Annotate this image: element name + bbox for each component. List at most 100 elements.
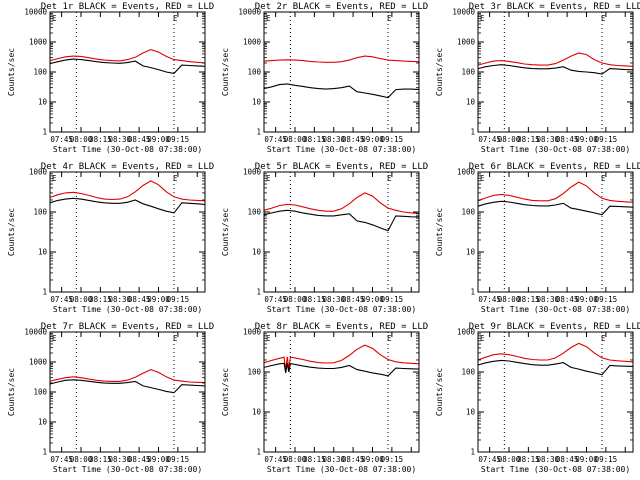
- y-tick-label: 10: [466, 248, 476, 257]
- x-tick-label: 08:15: [89, 295, 112, 304]
- panel-title: Det 1r BLACK = Events, RED = LLD: [41, 2, 214, 12]
- y-tick-label: 1000: [457, 168, 476, 177]
- y-axis-label: Counts/sec: [7, 48, 16, 96]
- corner-mark-left: E: [266, 334, 271, 343]
- plot-frame: [49, 331, 206, 453]
- y-tick-label: 10: [38, 248, 48, 257]
- x-tick-label: 09:00: [147, 295, 170, 304]
- panel-title: Det 4r BLACK = Events, RED = LLD: [41, 162, 214, 172]
- series-line-lld-red: [49, 180, 206, 202]
- y-axis-label: Counts/sec: [221, 48, 230, 96]
- detector-panel-6: Det 6r BLACK = Events, RED = LLD 1 10 100 10…: [435, 162, 640, 314]
- corner-mark-right: E: [173, 174, 178, 183]
- x-tick-label: 09:00: [361, 455, 384, 464]
- x-axis-label: Start Time (30-Oct-08 07:38:00): [53, 305, 202, 314]
- x-tick-label: 07:45: [264, 455, 287, 464]
- x-axis-label: Start Time (30-Oct-08 07:38:00): [481, 465, 630, 474]
- x-tick-label: 08:45: [128, 295, 151, 304]
- x-tick-label: 08:00: [498, 135, 521, 144]
- y-tick-label: 1000: [243, 168, 262, 177]
- series-line-events-black: [477, 359, 634, 376]
- x-tick-label: 07:45: [50, 135, 73, 144]
- y-tick-label: 100: [461, 368, 475, 377]
- x-axis-label: Start Time (30-Oct-08 07:38:00): [267, 145, 416, 154]
- x-tick-label: 08:45: [342, 295, 365, 304]
- y-tick-label: 10: [466, 408, 476, 417]
- panel-title: Det 7r BLACK = Events, RED = LLD: [41, 322, 214, 332]
- x-tick-label: 09:15: [381, 295, 404, 304]
- x-tick-label: 08:00: [284, 135, 307, 144]
- x-tick-label: 07:45: [478, 295, 501, 304]
- y-tick-label: 100: [247, 68, 261, 77]
- x-tick-label: 09:15: [595, 135, 618, 144]
- x-axis-label: Start Time (30-Oct-08 07:38:00): [267, 305, 416, 314]
- x-tick-label: 07:45: [50, 295, 73, 304]
- x-tick-label: 09:00: [147, 455, 170, 464]
- x-tick-label: 08:45: [556, 455, 579, 464]
- x-tick-label: 08:30: [322, 295, 345, 304]
- y-tick-label: 1000: [29, 168, 48, 177]
- x-tick-label: 08:00: [498, 455, 521, 464]
- corner-mark-right: E: [601, 14, 606, 23]
- x-tick-label: 09:00: [361, 135, 384, 144]
- y-tick-label: 10000: [452, 8, 475, 17]
- y-tick-label: 1: [256, 448, 261, 457]
- detector-panel-9: Det 9r BLACK = Events, RED = LLD 1 10 100 10…: [435, 322, 640, 474]
- corner-mark-right: E: [387, 334, 392, 343]
- series-line-events-black: [263, 83, 420, 99]
- corner-mark-left: E: [52, 14, 57, 23]
- plot-frame: [477, 331, 634, 453]
- x-tick-label: 08:30: [536, 135, 559, 144]
- y-tick-label: 100: [461, 208, 475, 217]
- x-tick-label: 08:00: [284, 455, 307, 464]
- corner-mark-left: E: [480, 14, 485, 23]
- series-line-events-black: [477, 200, 634, 216]
- x-tick-label: 08:30: [108, 455, 131, 464]
- detector-panel-8: Det 8r BLACK = Events, RED = LLD 1 10 100 10…: [221, 322, 428, 474]
- panel-title: Det 3r BLACK = Events, RED = LLD: [469, 2, 640, 12]
- y-axis-label: Counts/sec: [435, 368, 444, 416]
- x-tick-label: 09:00: [575, 455, 598, 464]
- x-tick-label: 09:15: [167, 295, 190, 304]
- y-tick-label: 100: [247, 208, 261, 217]
- x-tick-label: 09:15: [167, 455, 190, 464]
- series-line-events-black: [49, 197, 206, 214]
- x-tick-label: 09:00: [575, 295, 598, 304]
- corner-mark-right: E: [387, 174, 392, 183]
- corner-mark-right: E: [173, 334, 178, 343]
- series-line-lld-red: [263, 55, 420, 63]
- x-tick-label: 08:45: [128, 455, 151, 464]
- x-tick-label: 09:15: [595, 295, 618, 304]
- y-tick-label: 1000: [29, 38, 48, 47]
- x-tick-label: 08:15: [517, 295, 540, 304]
- y-tick-label: 10: [38, 98, 48, 107]
- y-tick-label: 100: [247, 368, 261, 377]
- x-tick-label: 08:00: [284, 295, 307, 304]
- y-tick-label: 1: [256, 128, 261, 137]
- y-tick-label: 10000: [24, 8, 47, 17]
- corner-mark-right: E: [601, 334, 606, 343]
- x-tick-label: 07:45: [264, 135, 287, 144]
- y-tick-label: 10: [38, 418, 48, 427]
- series-line-events-black: [49, 379, 206, 394]
- y-tick-label: 10: [252, 248, 262, 257]
- x-tick-label: 08:45: [342, 135, 365, 144]
- corner-mark-right: E: [601, 174, 606, 183]
- x-tick-label: 08:30: [108, 135, 131, 144]
- y-tick-label: 1: [470, 128, 475, 137]
- x-tick-label: 08:00: [70, 455, 93, 464]
- x-tick-label: 08:15: [303, 455, 326, 464]
- x-axis-label: Start Time (30-Oct-08 07:38:00): [267, 465, 416, 474]
- plot-frame: [263, 331, 420, 453]
- y-tick-label: 1000: [29, 358, 48, 367]
- plot-frame: [49, 11, 206, 133]
- y-tick-label: 1000: [457, 328, 476, 337]
- series-line-events-black: [477, 64, 634, 75]
- series-line-lld-red: [477, 181, 634, 203]
- x-tick-label: 07:45: [478, 135, 501, 144]
- panel-title: Det 8r BLACK = Events, RED = LLD: [255, 322, 428, 332]
- y-tick-label: 10000: [238, 8, 261, 17]
- y-tick-label: 1: [470, 288, 475, 297]
- x-tick-label: 08:00: [498, 295, 521, 304]
